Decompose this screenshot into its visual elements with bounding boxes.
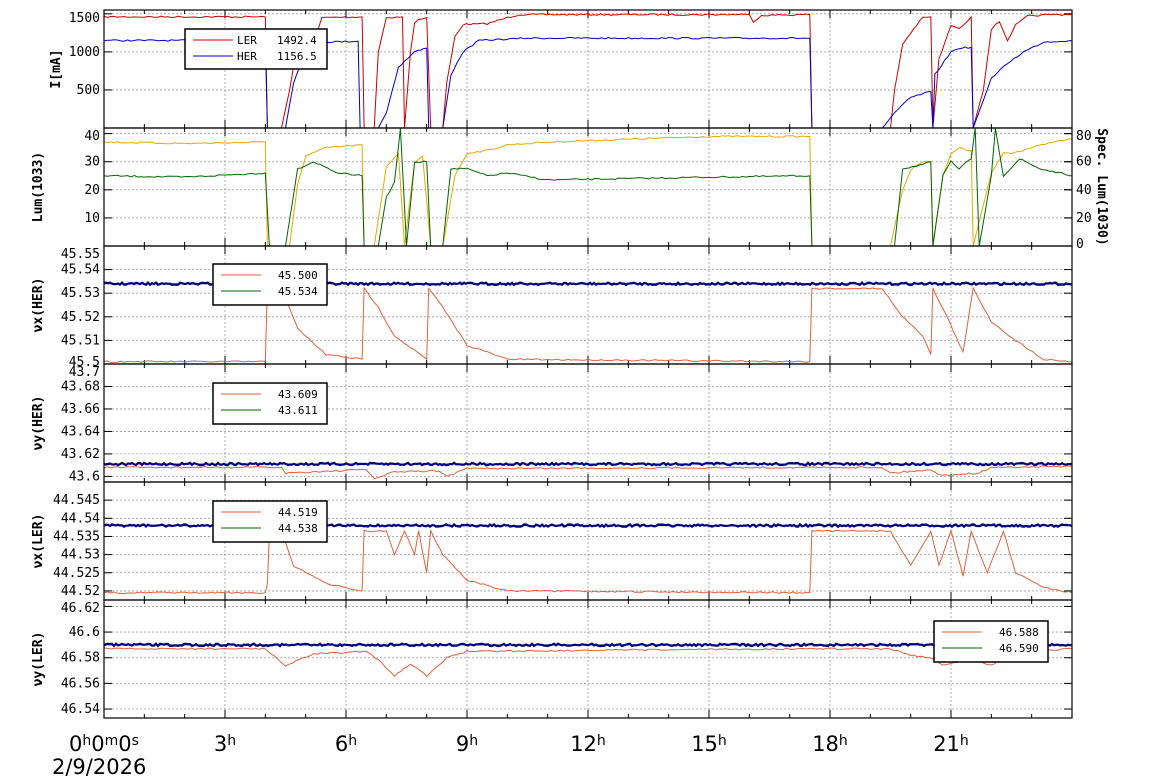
legend: 44.519 44.538 xyxy=(212,500,328,543)
series-line-set xyxy=(104,286,1072,363)
y-tick-label: 43.6 xyxy=(69,469,100,484)
y2-tick-label: 60 xyxy=(1076,155,1092,170)
legend-value: 1492.4 xyxy=(277,34,317,47)
y-axis-label: Lum(1033) xyxy=(31,152,46,222)
legend-value: 43.609 xyxy=(278,388,318,401)
x-tick-label: 9h xyxy=(456,732,478,756)
y-axis-label: νx(LER) xyxy=(31,514,46,569)
legend: 43.609 43.611 xyxy=(212,382,328,425)
legend: 45.500 45.534 xyxy=(212,263,328,306)
legend-value: 44.519 xyxy=(278,506,318,519)
series-line-set xyxy=(104,465,1072,480)
chart-panels: 500 1000 1500 I[mA] LER 1492.4 HER 1156.5 10 20 30… xyxy=(31,9,1109,719)
y-tick-label: 46.6 xyxy=(69,625,100,640)
x-tick-label: 0h0m0s xyxy=(69,732,139,756)
series-measured xyxy=(104,461,1072,467)
y-tick-label: 40 xyxy=(84,129,100,144)
date-label: 2/9/2026 xyxy=(52,755,146,779)
y-tick-label: 45.54 xyxy=(61,263,100,278)
legend-value: 43.611 xyxy=(278,404,318,417)
panel-nux_ler: 44.52 44.525 44.53 44.535 44.54 44.545 νx(LER)… xyxy=(31,481,1073,601)
y2-tick-label: 20 xyxy=(1076,211,1092,226)
y-axis-label: I[mA] xyxy=(49,49,64,88)
y-tick-label: 44.545 xyxy=(53,493,100,508)
series-measured xyxy=(104,642,1072,648)
legend-box xyxy=(933,620,1049,663)
y-tick-label: 44.525 xyxy=(53,566,100,581)
y-tick-label: 45.51 xyxy=(61,333,100,348)
plot-area xyxy=(104,128,1072,246)
y-tick-label: 46.58 xyxy=(61,651,100,666)
legend-box xyxy=(212,382,328,425)
y-tick-label: 30 xyxy=(84,155,100,170)
legend-value: 46.590 xyxy=(999,642,1039,655)
y-tick-label: 44.52 xyxy=(61,584,100,599)
x-tick-label: 18h xyxy=(812,732,848,756)
y-tick-label: 45.52 xyxy=(61,310,100,325)
y-tick-label: 20 xyxy=(84,183,100,198)
legend-box xyxy=(212,500,328,543)
legend-value: 44.538 xyxy=(278,522,318,535)
y2-axis-label: Spec. Lum(1030) xyxy=(1094,128,1109,245)
legend: LER 1492.4 HER 1156.5 xyxy=(184,28,328,70)
time-axis: 0h0m0s 3h 6h 9h 12h 15h 18h 21h xyxy=(69,732,969,756)
plot-area xyxy=(104,642,1072,678)
plot-area xyxy=(104,461,1072,480)
y-tick-label: 45.55 xyxy=(61,247,100,262)
series-line-spec-lum xyxy=(104,128,1072,246)
series-line-her xyxy=(104,36,1072,128)
y-axis-label: νx(HER) xyxy=(31,278,46,333)
y-tick-label: 43.62 xyxy=(61,447,100,462)
y-tick-label: 44.535 xyxy=(53,529,100,544)
y2-tick-label: 80 xyxy=(1076,129,1092,144)
y-tick-label: 46.54 xyxy=(61,702,100,717)
panel-frame xyxy=(103,599,1073,719)
x-tick-label: 15h xyxy=(691,732,727,756)
y-tick-label: 1000 xyxy=(69,45,100,60)
y-tick-label: 45.5 xyxy=(69,355,100,370)
legend-name: LER xyxy=(237,34,257,47)
y-tick-label: 46.56 xyxy=(61,676,100,691)
y-tick-label: 1500 xyxy=(69,11,100,26)
series-line-set xyxy=(104,528,1072,595)
plot-area xyxy=(104,13,1072,128)
legend-value: 1156.5 xyxy=(277,50,317,63)
y-tick-label: 10 xyxy=(84,211,100,226)
legend-box xyxy=(184,28,328,70)
y-tick-label: 43.66 xyxy=(61,402,100,417)
legend-box xyxy=(212,263,328,306)
x-tick-label: 3h xyxy=(214,732,236,756)
y-axis-label: νy(LER) xyxy=(31,632,46,687)
series-line-set xyxy=(104,647,1072,678)
y-tick-label: 43.7 xyxy=(69,365,100,380)
y-tick-label: 45.53 xyxy=(61,286,100,301)
y-tick-label: 43.68 xyxy=(61,379,100,394)
y-axis-label: νy(HER) xyxy=(31,396,46,451)
legend-value: 46.588 xyxy=(999,626,1039,639)
y-tick-label: 500 xyxy=(77,83,100,98)
x-tick-label: 6h xyxy=(335,732,357,756)
legend: 46.588 46.590 xyxy=(933,620,1049,663)
legend-name: HER xyxy=(237,50,257,63)
legend-value: 45.534 xyxy=(278,285,318,298)
y-tick-label: 46.62 xyxy=(61,601,100,616)
series-line-ler xyxy=(104,13,1072,128)
panel-current: 500 1000 1500 I[mA] LER 1492.4 HER 1156.5 xyxy=(49,9,1073,129)
y-tick-label: 44.54 xyxy=(61,511,100,526)
y2-tick-label: 40 xyxy=(1076,183,1092,198)
x-tick-label: 21h xyxy=(933,732,969,756)
panel-lum: 10 20 30 40 0 20 40 60 80 Spec. Lum(1030) Lum(1033… xyxy=(31,127,1109,252)
y-tick-label: 44.53 xyxy=(61,548,100,563)
y-tick-label: 43.64 xyxy=(61,424,100,439)
legend-value: 45.500 xyxy=(278,269,318,282)
y2-tick-label: 0 xyxy=(1076,237,1084,252)
x-tick-label: 12h xyxy=(570,732,606,756)
